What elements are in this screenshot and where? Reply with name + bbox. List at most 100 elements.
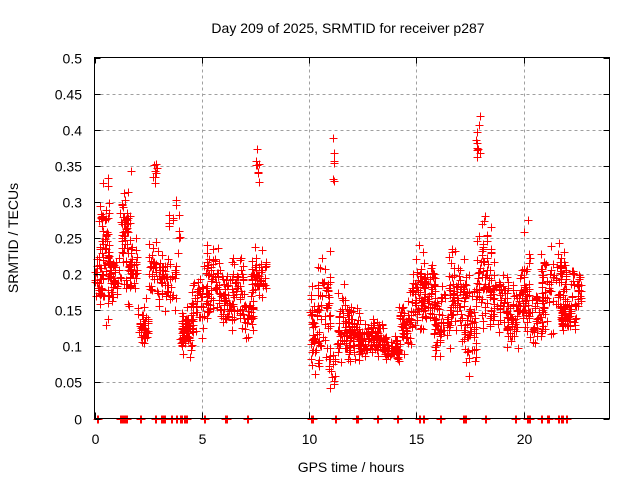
data-point bbox=[490, 271, 499, 280]
data-point bbox=[419, 325, 428, 334]
data-point bbox=[187, 346, 196, 355]
data-point bbox=[120, 280, 129, 289]
data-point bbox=[165, 211, 174, 220]
data-point bbox=[96, 245, 105, 254]
data-point bbox=[470, 318, 479, 327]
data-point bbox=[226, 276, 235, 285]
data-point bbox=[473, 144, 482, 153]
data-point bbox=[457, 310, 466, 319]
data-point bbox=[179, 337, 188, 346]
data-point bbox=[202, 299, 211, 308]
data-point bbox=[307, 291, 316, 300]
data-point bbox=[446, 281, 455, 290]
data-point bbox=[100, 261, 109, 270]
data-point bbox=[421, 304, 430, 313]
data-point bbox=[455, 303, 464, 312]
data-point bbox=[171, 274, 180, 283]
data-point bbox=[467, 327, 476, 336]
data-point bbox=[549, 329, 558, 338]
data-point bbox=[220, 291, 229, 300]
data-point bbox=[323, 283, 332, 292]
data-point bbox=[446, 344, 455, 353]
data-point bbox=[207, 277, 216, 286]
data-point bbox=[547, 278, 556, 287]
data-point bbox=[202, 269, 211, 278]
x-tick-labels: 0 5 10 15 20 bbox=[92, 431, 533, 447]
data-point bbox=[400, 330, 409, 339]
data-point bbox=[396, 314, 405, 323]
data-point bbox=[105, 292, 114, 301]
data-point bbox=[326, 322, 335, 331]
data-point bbox=[430, 330, 439, 339]
data-point bbox=[503, 343, 512, 352]
data-point bbox=[476, 112, 485, 121]
data-point bbox=[438, 282, 447, 291]
data-point bbox=[472, 302, 481, 311]
data-point bbox=[468, 346, 477, 355]
data-point bbox=[432, 315, 441, 324]
data-point bbox=[350, 326, 359, 335]
data-point bbox=[333, 340, 342, 349]
data-point bbox=[373, 335, 382, 344]
data-point bbox=[454, 296, 463, 305]
data-point bbox=[318, 292, 327, 301]
data-point bbox=[448, 311, 457, 320]
data-point bbox=[251, 243, 260, 252]
data-point bbox=[257, 268, 266, 277]
data-point bbox=[455, 272, 464, 281]
data-point bbox=[422, 314, 431, 323]
data-point bbox=[105, 241, 114, 250]
data-point bbox=[232, 278, 241, 287]
data-point bbox=[119, 258, 128, 267]
data-point bbox=[103, 237, 112, 246]
data-point bbox=[189, 281, 198, 290]
data-point bbox=[461, 293, 470, 302]
data-point bbox=[521, 323, 530, 332]
data-point bbox=[262, 260, 271, 269]
data-point bbox=[397, 308, 406, 317]
data-point bbox=[484, 260, 493, 269]
data-point bbox=[115, 254, 124, 263]
data-point bbox=[317, 342, 326, 351]
data-point bbox=[172, 196, 181, 205]
data-point bbox=[449, 310, 458, 319]
data-point bbox=[126, 219, 135, 228]
data-point bbox=[308, 348, 317, 357]
data-point bbox=[147, 257, 156, 266]
data-point bbox=[445, 253, 454, 262]
data-point bbox=[140, 339, 149, 348]
data-point bbox=[215, 281, 224, 290]
data-point bbox=[465, 288, 474, 297]
data-point bbox=[155, 295, 164, 304]
data-point bbox=[259, 280, 268, 289]
data-point bbox=[374, 415, 383, 424]
data-point bbox=[329, 351, 338, 360]
grid-lines bbox=[94, 57, 610, 419]
data-point bbox=[104, 214, 113, 223]
data-point bbox=[104, 174, 113, 183]
data-point bbox=[329, 175, 338, 184]
data-point bbox=[325, 312, 334, 321]
data-point bbox=[347, 303, 356, 312]
data-point bbox=[362, 329, 371, 338]
data-point bbox=[98, 222, 107, 231]
data-point bbox=[547, 242, 556, 251]
data-point bbox=[449, 289, 458, 298]
data-point bbox=[104, 182, 113, 191]
data-point bbox=[152, 238, 161, 247]
data-point bbox=[334, 289, 343, 298]
x-axis-label: GPS time / hours bbox=[298, 459, 405, 475]
data-point bbox=[475, 232, 484, 241]
data-point bbox=[543, 317, 552, 326]
data-point bbox=[152, 169, 161, 178]
data-points bbox=[91, 112, 586, 424]
data-point bbox=[330, 157, 339, 166]
data-point bbox=[462, 358, 471, 367]
data-point bbox=[230, 315, 239, 324]
data-point bbox=[569, 269, 578, 278]
data-point bbox=[431, 274, 440, 283]
data-point bbox=[420, 259, 429, 268]
data-point bbox=[538, 271, 547, 280]
data-point bbox=[460, 326, 469, 335]
data-point bbox=[216, 266, 225, 275]
